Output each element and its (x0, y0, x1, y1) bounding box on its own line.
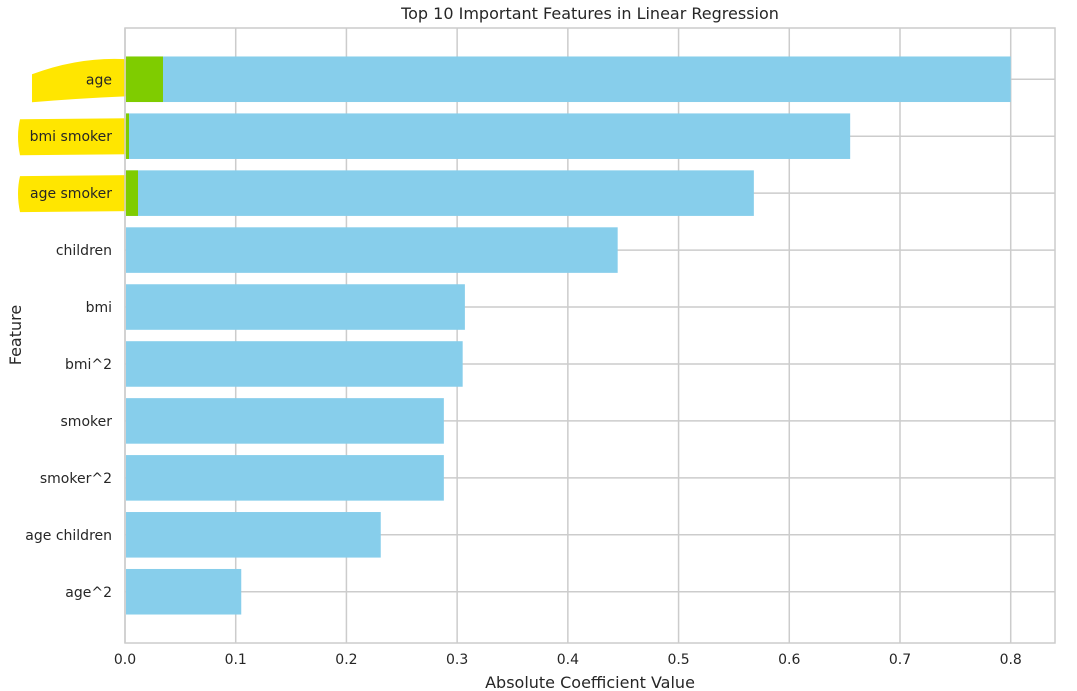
y-tick-label: age children (25, 528, 112, 544)
x-tick-label: 0.1 (225, 652, 247, 668)
y-tick-label: bmi smoker (30, 129, 113, 145)
bar (126, 512, 381, 558)
x-tick-label: 0.0 (114, 652, 136, 668)
x-tick-label: 0.5 (667, 652, 689, 668)
highlighter-overlap (126, 113, 129, 159)
highlighter-marks (18, 58, 128, 213)
x-axis-title: Absolute Coefficient Value (485, 673, 695, 691)
bar (126, 398, 444, 444)
bars (126, 56, 1011, 615)
x-tick-label: 0.8 (1000, 652, 1022, 668)
bar (126, 341, 463, 387)
bar (126, 170, 754, 216)
y-axis-title: Feature (6, 305, 25, 365)
chart-title: Top 10 Important Features in Linear Regr… (400, 4, 779, 23)
x-tick-labels: 0.0 0.1 0.2 0.3 0.4 0.5 0.6 0.7 0.8 (114, 652, 1022, 668)
x-tick-label: 0.4 (557, 652, 579, 668)
highlighter-mark (32, 58, 128, 103)
highlighter-overlap (126, 170, 138, 216)
bar (126, 113, 851, 159)
bar (126, 568, 242, 615)
plot-frame (124, 27, 1056, 644)
y-tick-label: age^2 (65, 585, 112, 601)
y-tick-label: children (56, 243, 112, 259)
bar (126, 56, 1011, 103)
x-tick-label: 0.3 (446, 652, 468, 668)
bar (126, 227, 618, 273)
y-tick-label: age (86, 72, 112, 88)
highlighter-mark (18, 175, 128, 213)
bar (126, 455, 444, 501)
y-tick-label: smoker^2 (40, 471, 112, 487)
highlighter-mark (18, 118, 128, 156)
y-tick-label: age smoker (30, 186, 112, 202)
y-tick-label: smoker (61, 414, 113, 430)
bar (126, 284, 465, 330)
x-tick-label: 0.2 (335, 652, 357, 668)
x-tick-label: 0.7 (889, 652, 911, 668)
highlighter-overlap (126, 56, 163, 103)
y-tick-label: bmi (86, 300, 112, 316)
x-tick-label: 0.6 (778, 652, 800, 668)
y-tick-labels: age bmi smoker age smoker children bmi bmi^2 s… (25, 72, 112, 601)
y-tick-label: bmi^2 (65, 357, 112, 373)
